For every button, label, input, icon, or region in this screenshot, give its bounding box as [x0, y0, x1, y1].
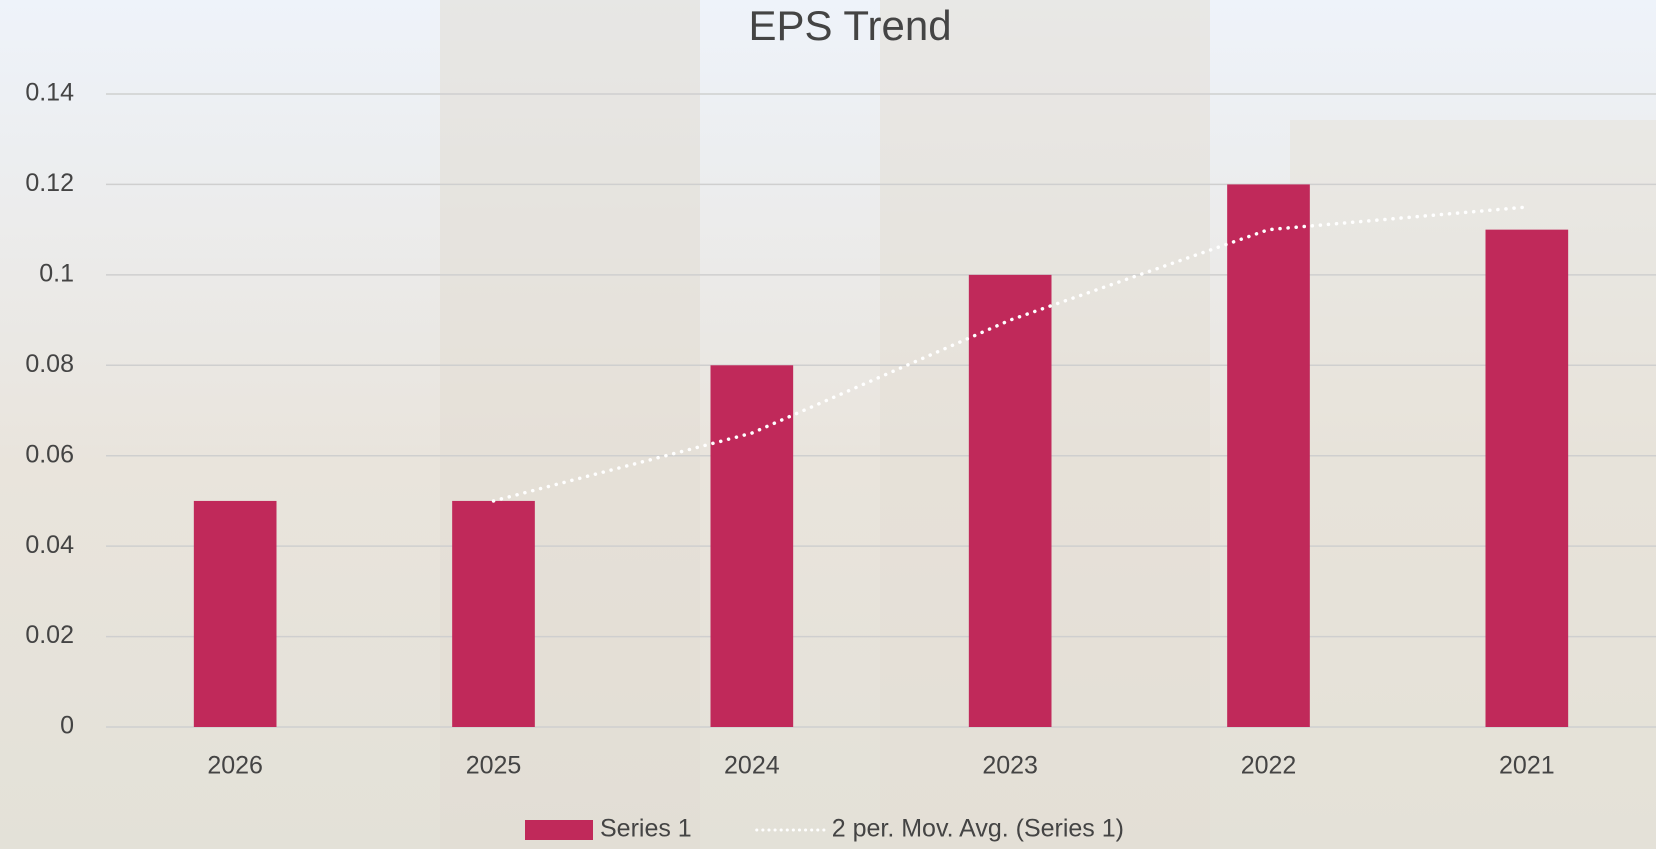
y-tick-label: 0.02 [25, 621, 74, 649]
bar [452, 501, 535, 727]
x-tick-label: 2025 [466, 752, 522, 780]
x-tick-label: 2022 [1241, 752, 1297, 780]
x-tick-label: 2024 [724, 752, 780, 780]
bar [194, 501, 277, 727]
y-tick-label: 0.1 [39, 259, 74, 287]
x-tick-label: 2026 [207, 752, 263, 780]
chart-title: EPS Trend [748, 2, 951, 49]
x-tick-label: 2023 [982, 752, 1038, 780]
x-tick-label: 2021 [1499, 752, 1555, 780]
y-tick-label: 0.08 [25, 350, 74, 378]
bar [1227, 184, 1310, 727]
chart: EPS Trend Series 1 2 per. Mov. Avg. (Seri… [0, 0, 1656, 849]
legend-swatch [525, 820, 593, 840]
legend-label: Series 1 [600, 815, 692, 843]
bar [969, 275, 1052, 727]
y-tick-label: 0.06 [25, 440, 74, 468]
y-tick-label: 0.04 [25, 531, 74, 559]
legend-label: 2 per. Mov. Avg. (Series 1) [832, 815, 1124, 843]
bar [1486, 230, 1569, 727]
y-tick-label: 0 [60, 712, 74, 740]
y-tick-label: 0.14 [25, 79, 74, 107]
background-building [1290, 120, 1656, 849]
y-tick-label: 0.12 [25, 169, 74, 197]
